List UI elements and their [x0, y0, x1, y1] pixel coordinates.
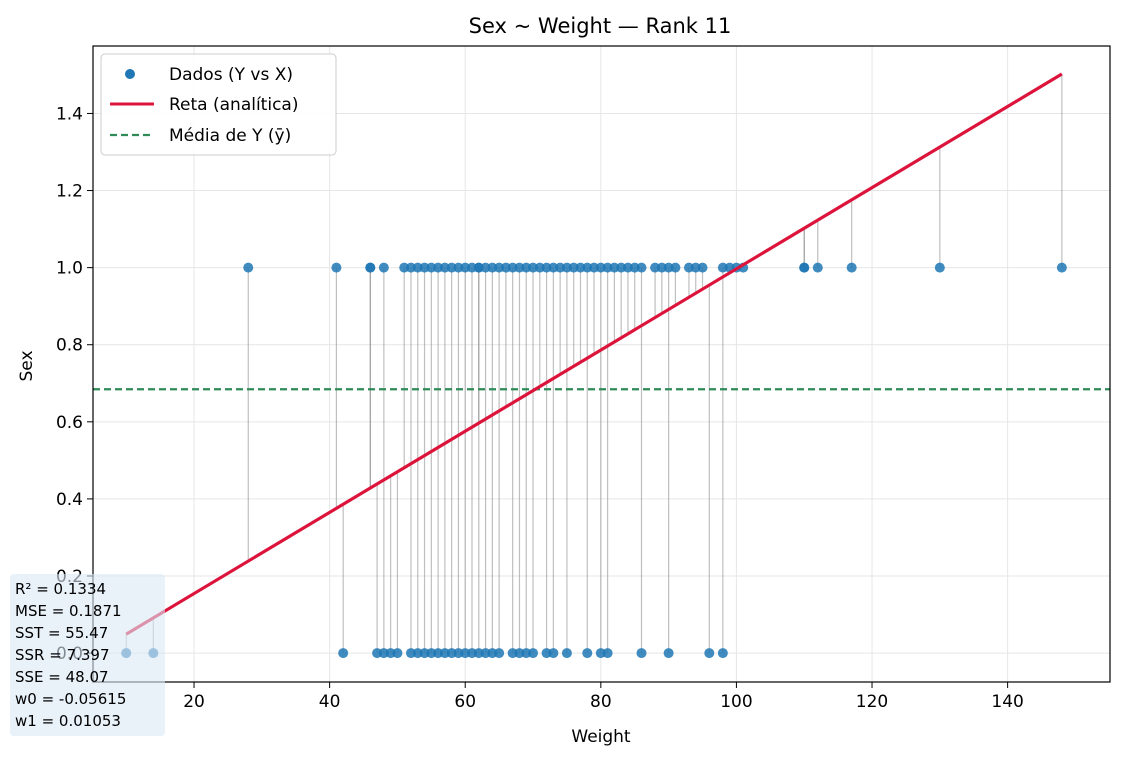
data-point: [1056, 262, 1067, 273]
data-point: [582, 648, 593, 659]
data-point: [846, 262, 857, 273]
data-point: [704, 648, 715, 659]
y-tick-label: 0.8: [56, 336, 83, 356]
y-tick-label: 1.4: [56, 104, 83, 124]
x-axis-ticks: 20 40 60 80 100 120 140: [183, 682, 1024, 712]
chart-title: Sex ~ Weight — Rank 11: [469, 14, 732, 38]
stats-w0: w0 = -0.05615: [15, 690, 126, 708]
legend-box: [100, 53, 337, 156]
y-axis-label: Sex: [17, 350, 37, 381]
x-tick-label: 120: [856, 692, 888, 712]
data-points: [121, 262, 1067, 659]
plot-frame: [92, 45, 1111, 683]
data-point: [663, 648, 674, 659]
x-tick-label: 140: [991, 692, 1023, 712]
data-point: [548, 648, 559, 659]
data-point: [670, 262, 681, 273]
legend-scatter-label: Dados (Y vs X): [169, 65, 293, 85]
x-tick-label: 20: [183, 692, 205, 712]
legend: Dados (Y vs X) Reta (analítica) Média de…: [100, 53, 337, 156]
data-point: [602, 648, 613, 659]
stats-sst: SST = 55.47: [15, 624, 108, 642]
y-tick-label: 0.6: [56, 413, 83, 433]
data-point: [636, 648, 647, 659]
legend-scatter-marker: [125, 69, 135, 79]
data-point: [392, 648, 403, 659]
data-point: [378, 262, 389, 273]
data-point: [338, 648, 349, 659]
data-point: [243, 262, 254, 273]
x-tick-label: 60: [454, 692, 476, 712]
x-tick-label: 100: [720, 692, 752, 712]
y-tick-label: 1.0: [56, 259, 83, 279]
data-point: [799, 262, 810, 273]
stats-box: R² = 0.1334 MSE = 0.1871 SST = 55.47 SSR…: [10, 574, 165, 736]
x-tick-label: 80: [590, 692, 612, 712]
stats-w1: w1 = 0.01053: [15, 712, 121, 730]
data-point: [717, 648, 728, 659]
stats-ssr: SSR = 7.397: [15, 646, 110, 664]
data-point: [636, 262, 647, 273]
residual-lines: [125, 74, 1063, 654]
stats-background: [10, 574, 165, 736]
grid: [93, 46, 1110, 682]
y-tick-label: 1.2: [56, 182, 83, 202]
y-tick-label: 0.4: [56, 490, 83, 510]
stats-r2: R² = 0.1334: [15, 580, 106, 598]
stats-sse: SSE = 48.07: [15, 668, 109, 686]
data-point: [528, 648, 539, 659]
fit-line-layer: [125, 72, 1063, 636]
legend-mean-label: Média de Y (ȳ): [169, 126, 291, 146]
x-tick-label: 40: [319, 692, 341, 712]
data-point: [365, 262, 376, 273]
data-point: [697, 262, 708, 273]
data-point: [812, 262, 823, 273]
fit-line: [125, 72, 1063, 636]
data-point: [331, 262, 342, 273]
data-point: [494, 648, 505, 659]
data-point: [934, 262, 945, 273]
legend-fit-label: Reta (analítica): [169, 95, 298, 115]
x-axis-label: Weight: [571, 727, 631, 747]
stats-mse: MSE = 0.1871: [15, 602, 122, 620]
data-point: [561, 648, 572, 659]
